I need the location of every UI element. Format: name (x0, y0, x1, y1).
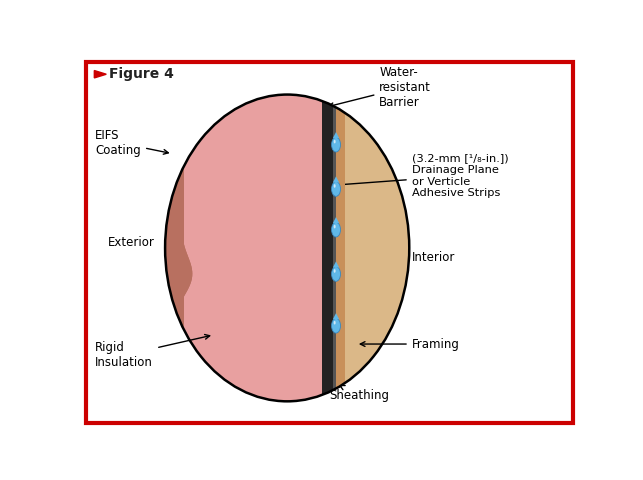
Bar (184, 95, 322, 401)
Ellipse shape (334, 225, 336, 228)
Polygon shape (95, 71, 106, 78)
Text: Sheathing: Sheathing (330, 385, 390, 402)
Polygon shape (333, 176, 339, 182)
Polygon shape (165, 98, 193, 397)
Polygon shape (165, 98, 193, 397)
Ellipse shape (332, 222, 341, 237)
Ellipse shape (332, 318, 341, 333)
Ellipse shape (334, 321, 336, 324)
Ellipse shape (332, 137, 341, 152)
Polygon shape (333, 217, 339, 223)
Text: Water-
resistant
Barrier: Water- resistant Barrier (329, 66, 431, 108)
Bar (345, 95, 409, 401)
Text: Framing: Framing (360, 337, 460, 350)
Text: Rigid
Insulation: Rigid Insulation (95, 335, 210, 369)
Polygon shape (333, 262, 339, 267)
Bar (184, 95, 322, 401)
Bar (333, 95, 336, 401)
Ellipse shape (332, 267, 341, 281)
Polygon shape (333, 132, 339, 138)
Ellipse shape (332, 181, 341, 196)
Ellipse shape (165, 95, 410, 401)
Polygon shape (333, 313, 339, 319)
Ellipse shape (334, 140, 336, 144)
Bar (336, 95, 345, 401)
Text: EIFS
Coating: EIFS Coating (95, 129, 168, 156)
Text: Exterior: Exterior (108, 236, 155, 249)
Bar (322, 95, 333, 401)
Text: (3.2-mm [¹/₈-in.])
Drainage Plane
or Verticle
Adhesive Strips: (3.2-mm [¹/₈-in.]) Drainage Plane or Ver… (339, 154, 509, 198)
Text: Interior: Interior (412, 251, 455, 264)
Text: Figure 4: Figure 4 (109, 67, 174, 81)
Bar (165, 95, 184, 401)
Ellipse shape (334, 269, 336, 273)
Ellipse shape (334, 184, 336, 188)
